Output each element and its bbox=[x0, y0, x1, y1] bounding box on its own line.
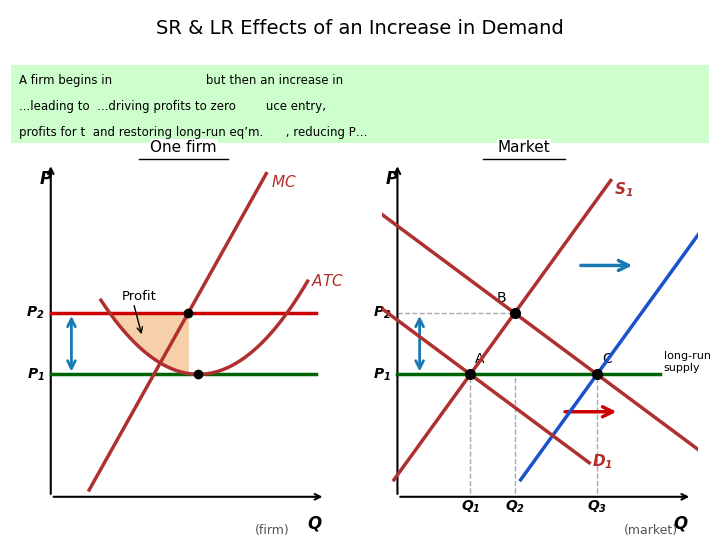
Text: Market: Market bbox=[498, 140, 551, 155]
Text: A firm begins in                         but then an increase in: A firm begins in but then an increase in bbox=[19, 74, 343, 87]
Text: $\bfit{S}_1$: $\bfit{S}_1$ bbox=[614, 180, 633, 199]
Text: $\bfit{P}$: $\bfit{P}$ bbox=[384, 170, 399, 188]
Text: $\mathit{MC}$: $\mathit{MC}$ bbox=[271, 173, 297, 190]
Text: $\bfit{Q}$: $\bfit{Q}$ bbox=[307, 514, 323, 533]
Text: $\bfit{P}$: $\bfit{P}$ bbox=[39, 170, 53, 188]
Text: (market): (market) bbox=[624, 524, 678, 537]
Text: $\mathit{ATC}$: $\mathit{ATC}$ bbox=[310, 273, 343, 289]
Text: $\bfit{D}_2$: $\bfit{D}_2$ bbox=[719, 453, 720, 471]
Text: $\bfit{P}_2$: $\bfit{P}_2$ bbox=[27, 305, 45, 321]
Text: $\bfit{Q}$: $\bfit{Q}$ bbox=[673, 514, 689, 533]
Polygon shape bbox=[109, 313, 188, 374]
Text: Profit: Profit bbox=[122, 289, 156, 302]
Text: profits for t  and restoring long-run eq’m.      , reducing P…: profits for t and restoring long-run eq’… bbox=[19, 126, 368, 139]
FancyBboxPatch shape bbox=[11, 65, 709, 143]
Text: $\bfit{Q}_1$: $\bfit{Q}_1$ bbox=[461, 498, 480, 515]
Text: $\bfit{P}_2$: $\bfit{P}_2$ bbox=[372, 305, 391, 321]
Text: $\bfit{P}_1$: $\bfit{P}_1$ bbox=[27, 366, 45, 382]
Text: $\bfit{Q}_3$: $\bfit{Q}_3$ bbox=[587, 498, 607, 515]
Text: long-run
supply: long-run supply bbox=[664, 351, 711, 373]
Text: B: B bbox=[497, 291, 507, 305]
Text: (firm): (firm) bbox=[255, 524, 289, 537]
Text: $\bfit{D}_1$: $\bfit{D}_1$ bbox=[593, 453, 613, 471]
Text: A: A bbox=[475, 352, 485, 366]
Text: ...leading to  ...driving profits to zero        uce entry,: ...leading to ...driving profits to zero… bbox=[19, 100, 326, 113]
Text: One firm: One firm bbox=[150, 140, 217, 155]
Text: $\bfit{Q}_2$: $\bfit{Q}_2$ bbox=[505, 498, 525, 515]
Text: C: C bbox=[602, 352, 611, 366]
Text: $\bfit{P}_1$: $\bfit{P}_1$ bbox=[373, 366, 391, 382]
Text: SR & LR Effects of an Increase in Demand: SR & LR Effects of an Increase in Demand bbox=[156, 19, 564, 38]
